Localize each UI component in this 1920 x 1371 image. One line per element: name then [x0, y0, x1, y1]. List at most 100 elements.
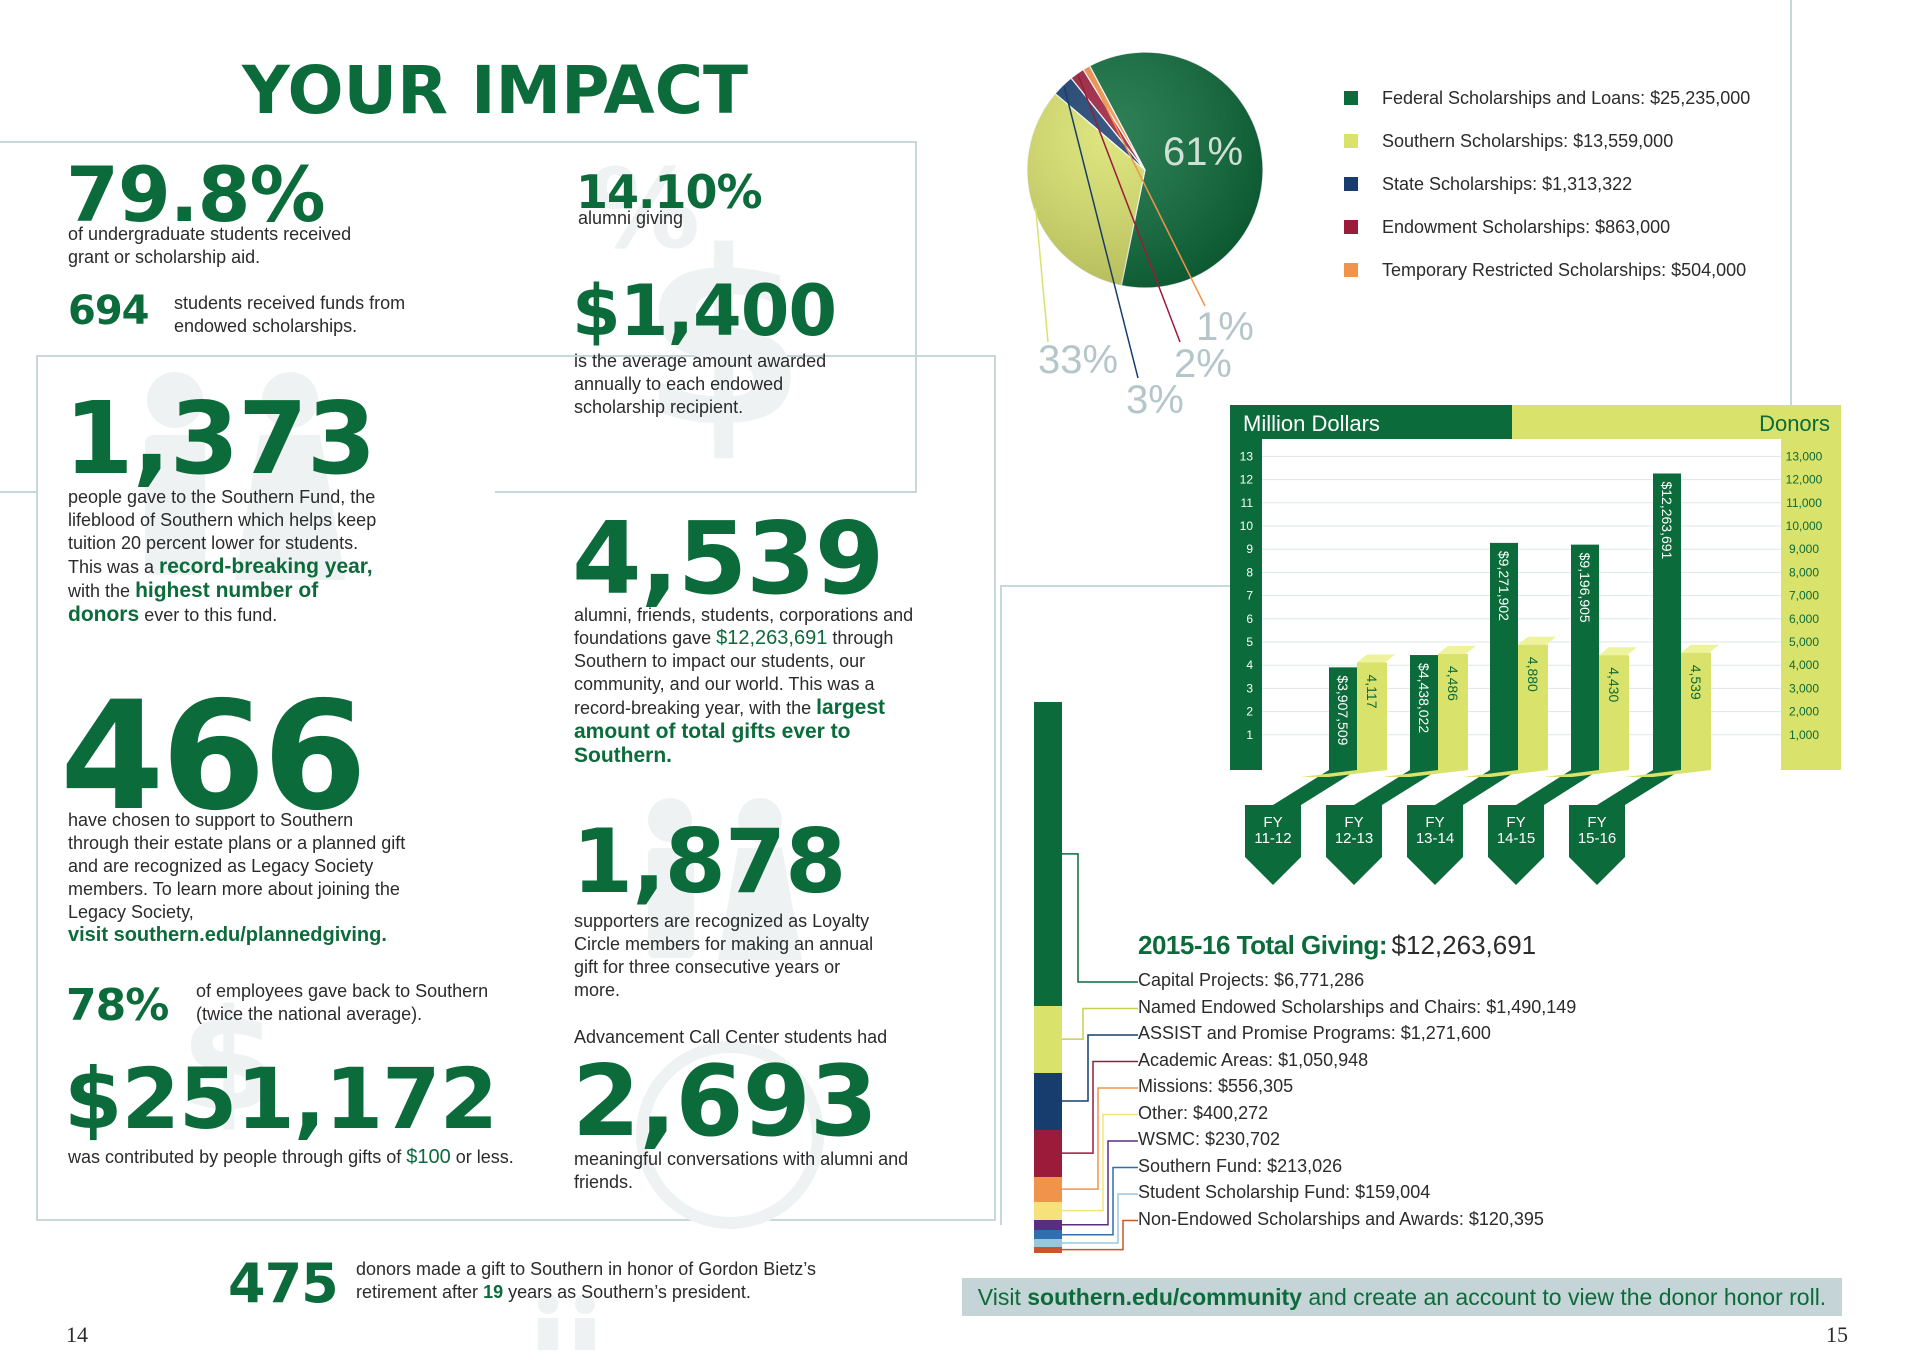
bar-ribbon-yellow: [1625, 770, 1711, 777]
pie-label-2: 2%: [1174, 342, 1232, 386]
legend-label-federal: Federal Scholarships and Loans: $25,235,…: [1382, 88, 1751, 108]
stat-call-center-text: meaningful conversations with alumni and…: [574, 1149, 909, 1192]
stat-small-gifts-text: was contributed by people through gifts …: [68, 1146, 514, 1169]
allocation-item: Non-Endowed Scholarships and Awards: $12…: [1138, 1208, 1544, 1229]
bar-ribbon-green: [1435, 770, 1518, 805]
allocation-connector: [1062, 1219, 1138, 1251]
bietz-body: donors made a gift to Southern in honor …: [356, 1259, 816, 1302]
legend-label-endowment: Endowment Scholarships: $863,000: [1382, 217, 1671, 237]
southern-fund-body-3: ever to this fund.: [144, 605, 278, 625]
people-watermark-icon: [145, 372, 345, 580]
footer-suffix: and create an account to view the donor …: [1308, 1284, 1827, 1310]
legend-label-state: State Scholarships: $1,313,322: [1382, 174, 1633, 194]
allocation-connector: [1062, 1060, 1138, 1154]
allocation-item: WSMC: $230,702: [1138, 1129, 1281, 1149]
fy-label: FY: [1425, 814, 1444, 831]
total-donors-body: alumni, friends, students, corporations …: [574, 605, 914, 648]
page-number-right: 15: [1826, 1322, 1848, 1347]
stat-undergrad-text: of undergraduate students received grant…: [68, 224, 352, 267]
footer-banner-text: Visit southern.edu/community and create …: [962, 1284, 1842, 1311]
total-donors-highlight: largest amount of total gifts ever to So…: [574, 696, 886, 767]
bar-donors-top-2: [1438, 645, 1476, 654]
stat-alumni-giving-value: 14.10%: [576, 165, 763, 219]
pie-label-1: 1%: [1196, 305, 1254, 349]
southern-fund-highlight-1: record-breaking year,: [159, 555, 373, 578]
bar-dollars-5: [1653, 473, 1681, 770]
bar-header-left-label: Million Dollars: [1243, 411, 1380, 436]
allocation-item: ASSIST and Promise Programs: $1,271,600: [1138, 1023, 1491, 1043]
y-left-tick: 5: [1246, 635, 1253, 649]
right-frame-line-3: [1000, 585, 1230, 587]
stat-undergrad-value: 79.8%: [66, 150, 326, 239]
stat-small-gifts-value: $251,172: [64, 1050, 498, 1148]
stat-loyalty-value: 1,878: [572, 810, 846, 913]
stat-legacy-value: 466: [60, 670, 367, 844]
legend-swatch-endowment: [1344, 220, 1358, 234]
y-right-tick: 4,000: [1789, 658, 1819, 672]
kids-watermark-icon: [538, 1294, 595, 1350]
stat-total-donors-text: alumni, friends, students, corporations …: [574, 604, 914, 768]
y-right-tick: 3,000: [1789, 681, 1819, 695]
allocation-connector: [1062, 1034, 1138, 1102]
allocation-segment: [1034, 1072, 1062, 1130]
phone-watermark-icon: [636, 1041, 824, 1229]
allocation-item: Named Endowed Scholarships and Chairs: $…: [1138, 996, 1577, 1017]
stat-southern-fund-text: people gave to the Southern Fund, the li…: [68, 486, 388, 627]
allocation-item: Other: $400,272: [1138, 1102, 1269, 1123]
southern-fund-body: people gave to the Southern Fund, the li…: [68, 487, 377, 577]
bar-donors-3: [1518, 644, 1548, 770]
allocation-segment: [1034, 1219, 1062, 1230]
allocation-item: Southern Fund: $213,026: [1138, 1155, 1343, 1176]
y-right-tick: 9,000: [1789, 542, 1819, 556]
fy-label: FY: [1587, 814, 1606, 831]
y-left-tick: 10: [1240, 519, 1254, 533]
bar-header-right: [1512, 405, 1841, 439]
stat-employees-value: 78%: [66, 980, 169, 1031]
footer-banner: Visit southern.edu/community and create …: [962, 1278, 1842, 1316]
pie-label-3: 3%: [1126, 378, 1184, 422]
fy-label: 12-13: [1335, 830, 1373, 847]
right-axis-panel: [1781, 439, 1841, 770]
frame-mask-2: [497, 495, 917, 497]
stat-southern-fund-value: 1,373: [64, 380, 376, 497]
bar-ribbon-green: [1354, 770, 1438, 805]
bar-ribbon-green: [1597, 770, 1681, 805]
y-right-tick: 2,000: [1789, 705, 1819, 719]
bar-dollars-label: $12,263,691: [1659, 481, 1675, 559]
stat-avg-award-text: is the average amount awarded annually t…: [574, 351, 827, 417]
bar-dollars-label: $9,271,902: [1496, 551, 1512, 621]
southern-fund-body-2: with the: [68, 581, 131, 601]
bar-donors-label: 4,539: [1688, 665, 1704, 700]
percent-watermark-icon: %: [590, 145, 701, 273]
y-right-tick: 11,000: [1786, 496, 1822, 510]
bar-ribbon-yellow: [1463, 770, 1548, 777]
y-left-tick: 1: [1246, 728, 1253, 742]
allocation-item: Academic Areas: $1,050,948: [1138, 1049, 1369, 1070]
bietz-years: 19: [483, 1282, 504, 1302]
allocation-item: Missions: $556,305: [1138, 1076, 1294, 1096]
bar-donors-5: [1681, 652, 1711, 770]
allocation-item: Student Scholarship Fund: $159,004: [1138, 1182, 1431, 1202]
fy-arrow-3: [1407, 805, 1463, 885]
bar-ribbon-yellow: [1382, 770, 1468, 777]
stat-legacy-text: have chosen to support to Southern throu…: [68, 809, 408, 947]
fy-label: 11-12: [1254, 830, 1291, 847]
legacy-link[interactable]: visit southern.edu/plannedgiving.: [68, 924, 387, 946]
bar-ribbon-yellow: [1301, 770, 1387, 777]
footer-link[interactable]: southern.edu/community: [1027, 1284, 1302, 1310]
legend-swatch-state: [1344, 177, 1358, 191]
allocation-segment: [1034, 1129, 1062, 1177]
pie-leader-state: [1063, 86, 1139, 379]
pie-label-33: 33%: [1038, 338, 1119, 382]
allocation-title: 2015-16 Total Giving: $12,263,691: [1138, 930, 1536, 961]
y-left-tick: 11: [1241, 496, 1254, 510]
y-left-tick: 12: [1240, 473, 1254, 487]
stat-loyalty-text: supporters are recognized as Loyalty Cir…: [574, 911, 874, 1000]
pie-legend: Federal Scholarships and Loans: $25,235,…: [1344, 88, 1804, 288]
y-left-tick: 13: [1240, 449, 1254, 463]
stat-bietz-text: donors made a gift to Southern in honor …: [356, 1258, 856, 1304]
bar-dollars-2: [1410, 655, 1438, 770]
bar-donors-top-3: [1518, 636, 1556, 645]
allocation-segment: [1034, 1005, 1062, 1073]
bar-dollars-label: $9,196,905: [1577, 553, 1593, 623]
